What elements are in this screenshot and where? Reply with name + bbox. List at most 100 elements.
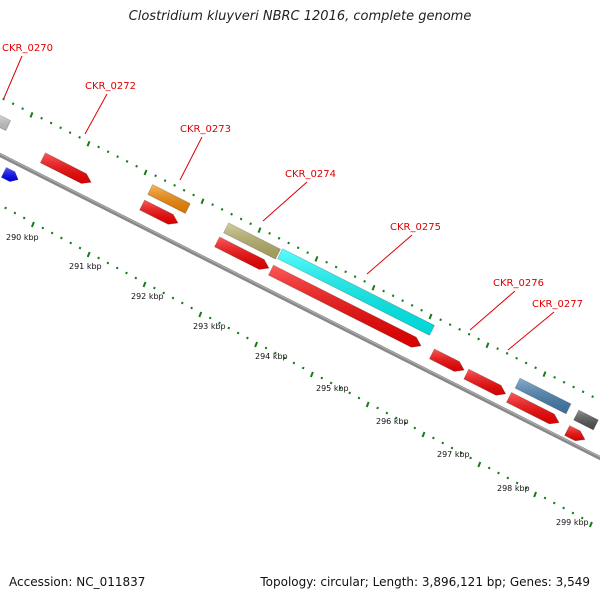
major-tick bbox=[365, 401, 370, 408]
scale-label: 293 kbp bbox=[193, 322, 226, 331]
minor-tick bbox=[394, 416, 398, 420]
minor-tick bbox=[211, 203, 214, 206]
gene-label: CKR_0273 bbox=[180, 124, 231, 135]
feature-outer-shade bbox=[0, 115, 11, 131]
minor-tick bbox=[163, 179, 167, 182]
feature-inner-shade bbox=[1, 167, 19, 182]
major-tick bbox=[588, 521, 593, 528]
gene-label: CKR_0275 bbox=[390, 222, 441, 233]
scale-label: 295 kbp bbox=[316, 384, 349, 393]
minor-tick bbox=[134, 276, 138, 280]
scale-label: 294 kbp bbox=[255, 352, 288, 361]
map-title: Clostridium kluyveri NBRC 12016, complet… bbox=[128, 9, 472, 24]
minor-tick bbox=[459, 451, 463, 455]
minor-tick bbox=[376, 406, 379, 410]
minor-tick bbox=[60, 236, 63, 240]
label-leader-lines bbox=[3, 55, 555, 351]
minor-tick bbox=[497, 471, 500, 475]
feature-inner-shade bbox=[463, 369, 506, 396]
minor-tick bbox=[348, 391, 352, 395]
minor-tick bbox=[162, 291, 166, 295]
minor-tick bbox=[382, 289, 385, 293]
gene-label: CKR_0270 bbox=[2, 43, 53, 54]
gene-label: CKR_0274 bbox=[285, 169, 336, 180]
minor-tick bbox=[115, 266, 119, 270]
minor-tick bbox=[50, 231, 54, 235]
minor-tick bbox=[2, 97, 5, 101]
minor-tick bbox=[135, 164, 138, 168]
minor-tick bbox=[78, 136, 81, 139]
minor-tick bbox=[506, 476, 510, 480]
minor-tick bbox=[458, 328, 461, 331]
minor-tick bbox=[477, 337, 480, 341]
major-tick bbox=[30, 221, 35, 228]
minor-tick bbox=[534, 366, 537, 370]
minor-tick bbox=[59, 126, 62, 130]
minor-tick bbox=[13, 211, 17, 215]
minor-tick bbox=[306, 251, 309, 254]
gene-label: CKR_0277 bbox=[532, 299, 583, 310]
minor-tick bbox=[562, 506, 565, 510]
minor-tick bbox=[192, 193, 195, 197]
scale-label: 290 kbp bbox=[6, 233, 39, 242]
minor-tick bbox=[287, 241, 290, 245]
minor-tick bbox=[283, 356, 286, 360]
major-tick bbox=[314, 256, 319, 262]
minor-tick bbox=[357, 396, 361, 400]
scale-label: 297 kbp bbox=[437, 450, 470, 459]
feature-track bbox=[0, 114, 599, 442]
major-tick bbox=[485, 342, 490, 349]
minor-tick bbox=[385, 411, 389, 415]
minor-tick bbox=[334, 265, 338, 269]
minor-tick bbox=[97, 256, 100, 260]
minor-tick bbox=[329, 381, 333, 385]
minor-tick bbox=[78, 246, 82, 250]
major-tick bbox=[428, 313, 433, 320]
minor-tick bbox=[591, 395, 594, 398]
minor-tick bbox=[249, 222, 252, 226]
minor-tick bbox=[49, 121, 53, 125]
minor-tick bbox=[363, 280, 366, 283]
minor-tick bbox=[268, 232, 271, 235]
minor-tick bbox=[277, 236, 281, 240]
minor-tick bbox=[448, 323, 452, 326]
leader-line bbox=[179, 136, 203, 181]
minor-tick bbox=[344, 270, 347, 274]
minor-tick bbox=[125, 271, 128, 275]
scale-label: 296 kbp bbox=[376, 417, 409, 426]
major-tick bbox=[254, 341, 259, 348]
minor-tick bbox=[572, 385, 575, 389]
major-tick bbox=[86, 140, 91, 147]
major-tick bbox=[533, 491, 538, 498]
genome-backbone-highlight bbox=[0, 153, 600, 458]
minor-tick bbox=[487, 466, 491, 470]
minor-tick bbox=[21, 107, 24, 110]
minor-tick bbox=[220, 208, 224, 211]
feature-outer-shade bbox=[147, 184, 191, 214]
minor-tick bbox=[401, 299, 404, 302]
minor-tick bbox=[153, 286, 156, 290]
minor-tick bbox=[524, 361, 528, 365]
minor-tick bbox=[391, 294, 395, 298]
minor-tick bbox=[404, 421, 407, 425]
minor-tick bbox=[439, 318, 442, 322]
genome-summary-text: Topology: circular; Length: 3,896,121 bp… bbox=[260, 575, 590, 589]
minor-tick bbox=[552, 501, 556, 505]
major-tick bbox=[198, 311, 203, 318]
feature-inner-shade bbox=[268, 265, 421, 348]
feature-inner-shade bbox=[214, 237, 269, 270]
minor-tick bbox=[106, 261, 110, 265]
minor-tick bbox=[171, 296, 175, 300]
minor-tick bbox=[69, 241, 73, 245]
feature-inner-shade bbox=[564, 425, 585, 441]
minor-tick bbox=[413, 426, 417, 430]
minor-tick bbox=[180, 301, 184, 305]
minor-tick bbox=[410, 304, 414, 307]
minor-tick bbox=[296, 246, 300, 250]
scale-tick-track bbox=[4, 206, 593, 528]
outer-tick-track bbox=[2, 97, 594, 398]
leader-line bbox=[262, 181, 308, 222]
major-tick bbox=[29, 112, 34, 118]
minor-tick bbox=[496, 347, 499, 350]
scale-label: 292 kbp bbox=[131, 292, 164, 301]
